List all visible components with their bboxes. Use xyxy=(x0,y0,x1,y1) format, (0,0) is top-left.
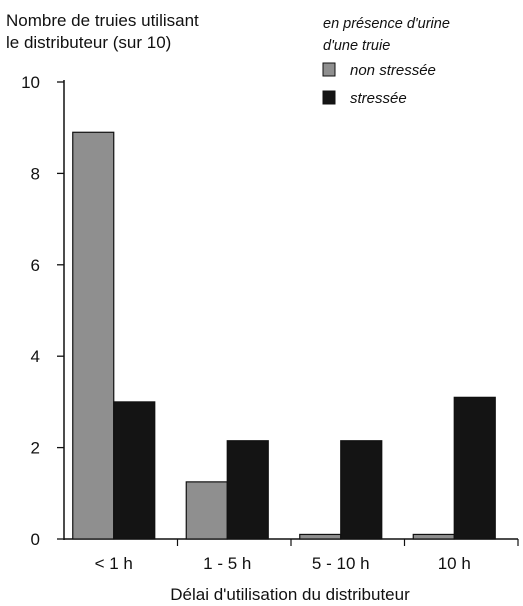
legend: non stressée stressée xyxy=(322,62,436,107)
x-tick-label: 1 - 5 h xyxy=(203,554,251,573)
x-tick-label: < 1 h xyxy=(95,554,133,573)
y-tick-label: 10 xyxy=(21,73,40,92)
y-axis-title-line-1: Nombre de truies utilisant xyxy=(6,11,199,30)
bar-stressee-3 xyxy=(453,396,496,540)
bar-non-stressee-3 xyxy=(412,533,455,540)
y-tick-label: 2 xyxy=(31,439,40,458)
legend-label-stressee: stressée xyxy=(350,90,407,107)
bar-stressee-1 xyxy=(226,440,269,540)
y-tick-label: 4 xyxy=(31,347,40,366)
x-tick-label: 5 - 10 h xyxy=(312,554,370,573)
legend-swatch-stressee xyxy=(322,90,336,105)
bar-non-stressee-2 xyxy=(299,533,342,540)
bar-stressee-0 xyxy=(113,401,156,540)
legend-title: en présence d'urine d'une truie xyxy=(323,13,450,57)
x-axis-title: Délai d'utilisation du distributeur xyxy=(170,585,410,604)
bars xyxy=(72,131,496,540)
bar-non-stressee-1 xyxy=(185,481,228,540)
bar-stressee-2 xyxy=(340,440,383,540)
y-axis-title-line-2: le distributeur (sur 10) xyxy=(6,33,172,52)
x-tick-label: 10 h xyxy=(438,554,471,573)
y-tick-label: 8 xyxy=(31,164,40,183)
legend-title-line-2: d'une truie xyxy=(323,38,391,54)
y-tick-label: 0 xyxy=(31,530,40,549)
axes: 0 2 4 6 8 10 < 1 h 1 - 5 h 5 - 10 h 10 h xyxy=(21,73,519,573)
legend-label-non-stressee: non stressée xyxy=(350,62,436,79)
y-tick-label: 6 xyxy=(31,256,40,275)
legend-swatch-non-stressee xyxy=(322,62,336,77)
bar-non-stressee-0 xyxy=(72,131,115,540)
y-axis-title: Nombre de truies utilisant le distribute… xyxy=(6,10,199,54)
legend-title-line-1: en présence d'urine xyxy=(323,16,450,32)
